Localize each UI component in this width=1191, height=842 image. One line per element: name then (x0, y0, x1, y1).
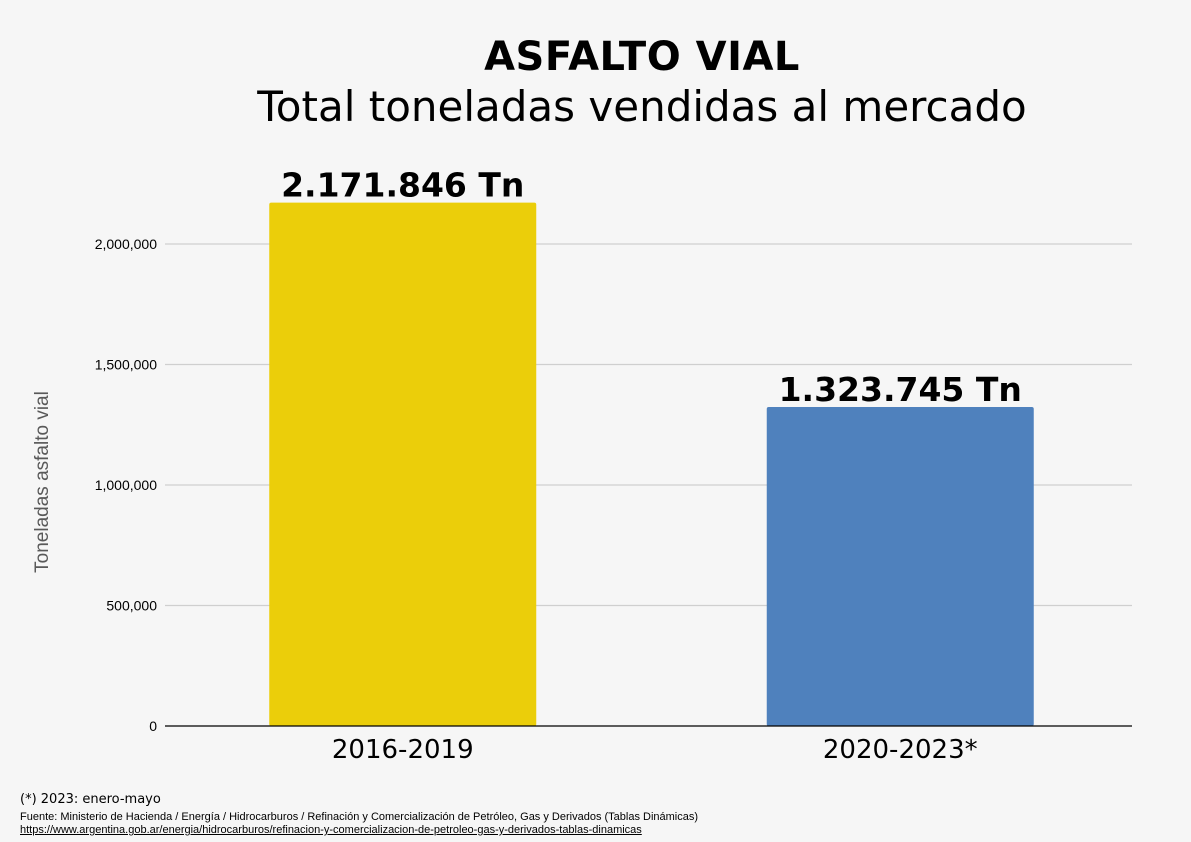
x-tick-label-0: 2016-2019 (332, 735, 474, 765)
source-link[interactable]: https://www.argentina.gob.ar/energia/hid… (20, 824, 642, 836)
bar-1 (766, 406, 1034, 726)
y-tick-label: 0 (149, 718, 157, 734)
x-axis-ticks: 2016-2019 2020-2023* (332, 735, 978, 765)
y-tick-label: 1,000,000 (95, 477, 157, 493)
bar-0 (269, 202, 537, 727)
y-axis-ticks: 0 500,000 1,000,000 1,500,000 2,000,000 (95, 236, 158, 734)
y-tick-label: 2,000,000 (95, 236, 157, 252)
source-text: Fuente: Ministerio de Hacienda / Energía… (20, 811, 699, 823)
y-axis-label: Toneladas asfalto vial (32, 391, 53, 573)
x-tick-label-1: 2020-2023* (823, 735, 978, 765)
data-labels: 2.171.846 Tn 1.323.745 Tn (281, 166, 1022, 409)
bars (269, 202, 1034, 727)
y-tick-label: 500,000 (106, 598, 157, 614)
y-tick-label: 1,500,000 (95, 357, 157, 373)
chart-title: ASFALTO VIAL (484, 34, 800, 80)
footnote: (*) 2023: enero-mayo (20, 792, 161, 807)
data-label-1: 1.323.745 Tn (779, 370, 1022, 409)
data-label-0: 2.171.846 Tn (281, 166, 524, 205)
chart-subtitle: Total toneladas vendidas al mercado (257, 82, 1027, 131)
